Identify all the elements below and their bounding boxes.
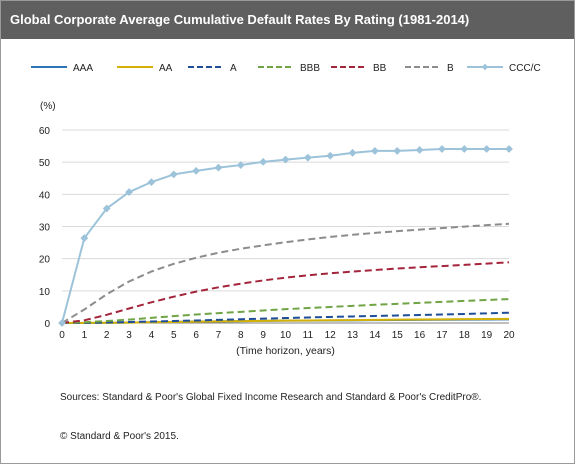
y-axis-label: (%) — [40, 101, 56, 112]
series-marker — [415, 146, 424, 154]
series-line-bb — [61, 261, 510, 324]
series-marker — [125, 188, 133, 196]
x-tick-label: 11 — [303, 330, 314, 341]
copyright-note: © Standard & Poor's 2015. — [60, 431, 179, 442]
x-axis-label: (Time horizon, years) — [236, 345, 335, 357]
y-tick-label: 20 — [39, 255, 51, 266]
legend-label: CCC/C — [509, 63, 541, 74]
sources-note: Sources: Standard & Poor's Global Fixed … — [60, 392, 482, 403]
series-line-b — [61, 222, 510, 324]
title-bar: Global Corporate Average Cumulative Defa… — [1, 1, 574, 39]
series-marker — [58, 319, 66, 327]
x-tick-label: 20 — [503, 330, 515, 341]
legend-label: AAA — [73, 63, 93, 74]
x-tick-label: 8 — [238, 330, 244, 341]
x-tick-label: 0 — [59, 330, 65, 341]
series-marker — [460, 145, 469, 153]
series-marker — [236, 161, 245, 169]
y-tick-label: 10 — [39, 287, 51, 298]
legend-label: B — [447, 63, 454, 74]
x-tick-label: 13 — [347, 330, 359, 341]
y-tick-label: 60 — [39, 126, 51, 137]
series-marker — [348, 148, 357, 157]
x-tick-label: 16 — [414, 330, 426, 341]
series-line-bbb — [61, 298, 510, 324]
series-marker — [214, 163, 223, 172]
y-tick-label: 50 — [39, 158, 51, 169]
x-tick-label: 1 — [82, 330, 88, 341]
series-marker — [326, 151, 335, 160]
series-marker — [393, 147, 402, 155]
series-marker — [505, 145, 513, 153]
series-marker — [80, 234, 89, 242]
series-marker — [102, 204, 111, 213]
x-tick-label: 4 — [149, 330, 155, 341]
series-marker — [370, 147, 379, 155]
x-tick-label: 3 — [126, 330, 132, 341]
x-tick-label: 5 — [171, 330, 177, 341]
series-line-a — [61, 311, 510, 324]
x-tick-label: 14 — [369, 330, 381, 341]
x-tick-label: 6 — [193, 330, 199, 341]
legend-label: AA — [159, 63, 173, 74]
x-tick-label: 10 — [280, 330, 292, 341]
x-tick-label: 7 — [216, 330, 222, 341]
x-tick-label: 12 — [325, 330, 337, 341]
x-tick-label: 9 — [260, 330, 266, 341]
series-marker — [259, 157, 268, 166]
series-marker — [192, 166, 201, 175]
series-line-aa — [61, 317, 510, 324]
legend-marker — [481, 63, 489, 71]
y-tick-label: 40 — [39, 190, 51, 201]
series-marker — [281, 155, 290, 164]
chart-title: Global Corporate Average Cumulative Defa… — [10, 12, 470, 27]
series-marker — [482, 145, 491, 153]
y-tick-label: 0 — [44, 319, 50, 330]
x-tick-label: 2 — [104, 330, 110, 341]
series-marker — [147, 178, 156, 187]
legend-label: BBB — [300, 63, 320, 74]
x-tick-label: 19 — [481, 330, 493, 341]
legend-label: A — [230, 63, 237, 74]
x-tick-label: 17 — [436, 330, 448, 341]
legend-label: BB — [373, 63, 387, 74]
x-tick-label: 18 — [459, 330, 471, 341]
series-marker — [438, 145, 446, 153]
series-marker — [303, 153, 312, 162]
x-tick-label: 15 — [392, 330, 404, 341]
y-tick-label: 30 — [39, 223, 51, 234]
series-marker — [169, 170, 178, 179]
series-line-cccc — [61, 147, 509, 324]
